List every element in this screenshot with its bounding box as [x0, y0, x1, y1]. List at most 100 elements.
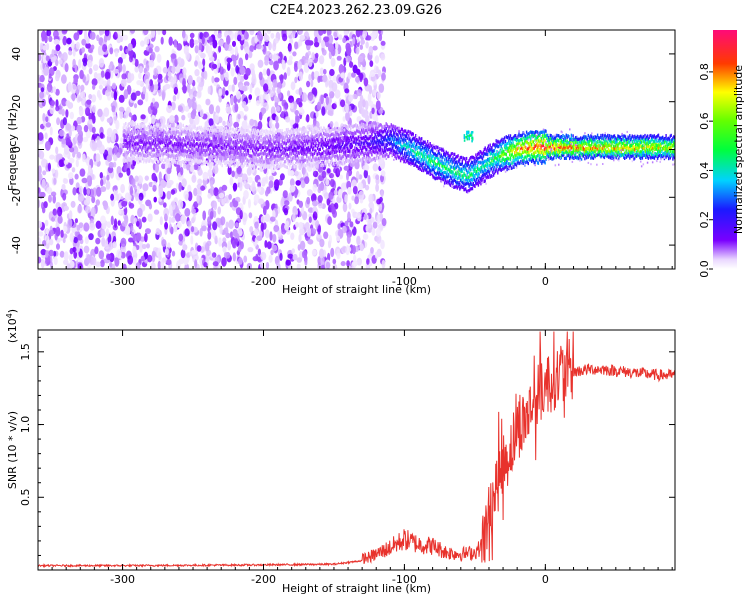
ridge-cell [163, 140, 165, 144]
noise-cell [108, 147, 113, 157]
noise-cell [98, 58, 105, 68]
noise-cell [336, 55, 342, 61]
ridge-cell [257, 153, 259, 157]
ridge-cell [251, 145, 253, 149]
ridge-cell [142, 130, 145, 134]
noise-cell [168, 75, 174, 83]
ridge-cell [212, 149, 214, 153]
ridge-cell [282, 151, 284, 155]
noise-cell [186, 164, 190, 171]
noise-cell [356, 235, 361, 246]
noise-cell [141, 243, 147, 250]
ridge-cell [301, 146, 303, 150]
ridge-cell [224, 143, 226, 147]
noise-cell [78, 59, 82, 69]
ridge-cell [227, 149, 229, 153]
ridge-cell [162, 147, 164, 152]
noise-cell [294, 41, 299, 50]
ridge-cell [136, 155, 139, 159]
noise-cell [260, 107, 267, 114]
ridge-cell [126, 130, 129, 134]
noise-cell [113, 31, 118, 40]
ridge-cell [165, 135, 168, 139]
ridge-cell [126, 155, 129, 159]
ridge-cell [191, 132, 193, 136]
noise-cell [68, 254, 73, 262]
ridge-cell [294, 156, 296, 160]
ridge-cell [128, 137, 130, 141]
noise-cell [38, 237, 41, 246]
noise-cell [91, 104, 97, 113]
ridge-cell [186, 152, 189, 156]
noise-cell [234, 238, 239, 245]
noise-cell [292, 30, 296, 35]
ridge-cell [284, 141, 286, 145]
ridge-cell [192, 131, 195, 135]
ridge-cell [196, 142, 198, 146]
noise-cell [176, 260, 181, 269]
noise-cell [249, 226, 254, 233]
noise-cell [212, 221, 218, 231]
noise-cell [55, 226, 61, 237]
ridge-cell [186, 141, 189, 145]
ridge-cell [140, 145, 142, 149]
ridge-cell [265, 135, 267, 139]
noise-cell [340, 99, 346, 108]
noise-cell [348, 94, 353, 102]
ridge-cell [296, 128, 299, 132]
noise-cell [120, 137, 124, 143]
noise-cell [272, 233, 277, 243]
noise-cell [364, 164, 370, 171]
noise-cell [323, 68, 327, 75]
noise-cell [211, 252, 217, 258]
ridge-cell [235, 145, 238, 149]
ridge-cell [290, 152, 293, 156]
ridge-cell [181, 128, 184, 132]
ridge-cell [206, 149, 208, 153]
noise-cell [237, 113, 241, 120]
noise-cell [42, 206, 46, 214]
ridge-cell [167, 131, 169, 135]
ridge-cell [193, 126, 195, 130]
noise-cell [166, 167, 172, 175]
noise-cell [104, 30, 110, 37]
ridge-cell [267, 158, 269, 162]
ridge-cell [161, 137, 163, 141]
ridge-cell [293, 156, 295, 160]
ridge-cell [296, 145, 299, 149]
ridge-cell [129, 140, 131, 144]
ridge-cell [298, 135, 300, 139]
ridge-cell [148, 141, 151, 145]
ridge-cell [169, 156, 172, 160]
noise-cell [75, 159, 79, 168]
noise-cell [312, 183, 318, 192]
noise-cell [254, 87, 261, 97]
ridge-cell [214, 141, 217, 145]
noise-cell [197, 49, 202, 56]
ridge-cell [124, 134, 126, 139]
noise-cell [213, 81, 218, 87]
ridge-cell [136, 128, 139, 132]
noise-cell [344, 88, 350, 94]
ridge-cell [268, 135, 270, 139]
ridge-cell [154, 141, 157, 145]
ridge-cell [225, 126, 228, 130]
ridge-cell [224, 150, 227, 155]
noise-cell [77, 84, 81, 90]
halo-cell [158, 136, 161, 139]
ridge-cell [214, 134, 217, 138]
ridge-cell [198, 132, 201, 137]
ridge-cell [145, 154, 147, 158]
ridge-cell [131, 134, 134, 138]
ridge-cell [300, 134, 302, 139]
noise-cell [333, 189, 338, 196]
noise-cell [70, 200, 76, 208]
ridge-cell [240, 146, 243, 150]
noise-cell [63, 259, 69, 265]
ridge-cell [280, 135, 283, 139]
ridge-cell [185, 152, 187, 156]
noise-cell [221, 184, 228, 191]
ridge-cell [271, 162, 273, 166]
ridge-cell [208, 131, 211, 136]
noise-cell [166, 259, 172, 266]
